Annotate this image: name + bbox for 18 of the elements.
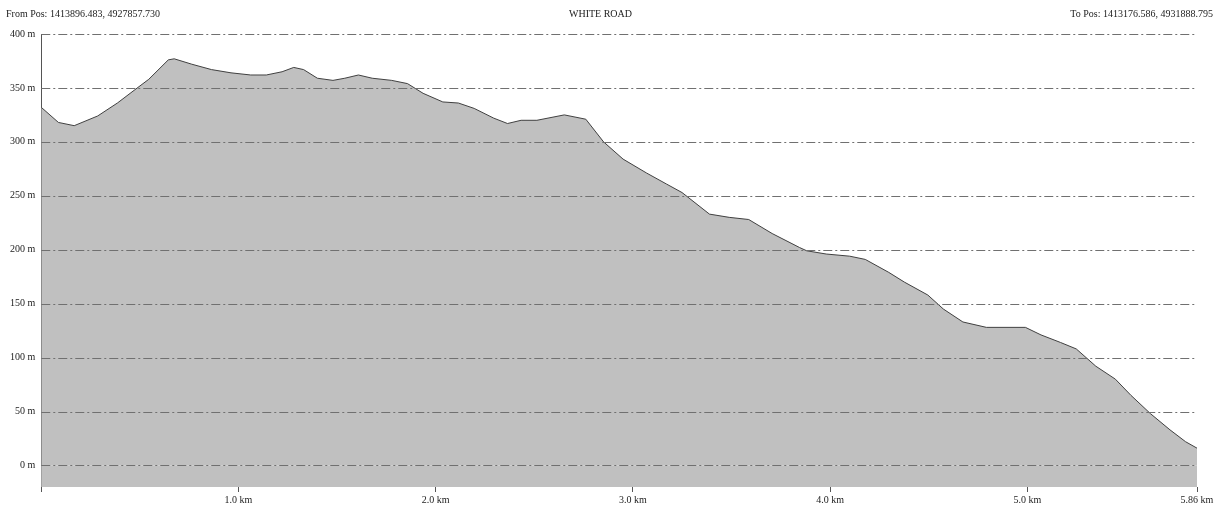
y-tick-label: 0 m [20, 459, 36, 471]
x-tick-label: 4.0 km [816, 493, 845, 505]
y-tick-label: 400 m [10, 27, 36, 39]
chart-title: WHITE ROAD [568, 7, 633, 19]
y-tick-label: 350 m [10, 81, 36, 93]
y-tick-label: 200 m [10, 243, 36, 255]
y-tick-label: 100 m [10, 351, 36, 363]
x-tick-label: 3.0 km [619, 493, 648, 505]
y-tick-label: 250 m [10, 189, 36, 201]
x-tick-label: 1.0 km [224, 493, 253, 505]
text: To Pos: 1413176.586, 4931888.795 [1070, 7, 1213, 19]
x-tick-label: 5.0 km [1013, 493, 1042, 505]
y-tick-label: 150 m [10, 297, 36, 309]
x-tick-label: 5.86 km [1180, 493, 1214, 505]
text: From Pos: 1413896.483, 4927857.730 [6, 7, 160, 19]
y-tick-label: 300 m [10, 135, 36, 147]
y-tick-label: 50 m [15, 405, 36, 417]
x-tick-label: 2.0 km [421, 493, 450, 505]
